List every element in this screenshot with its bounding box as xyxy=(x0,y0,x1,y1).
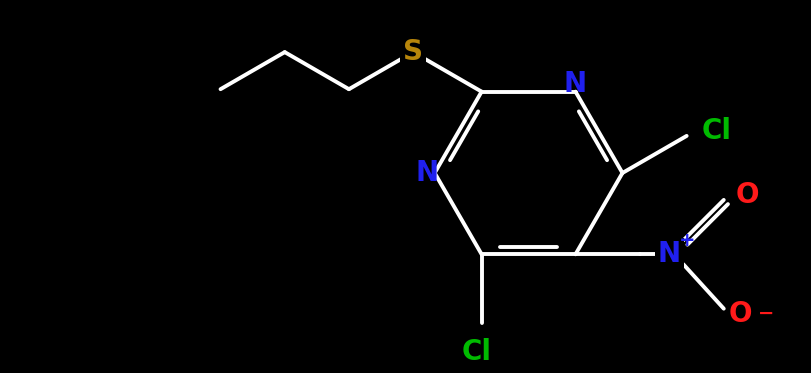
Text: Cl: Cl xyxy=(461,338,491,366)
Text: S: S xyxy=(402,38,423,66)
Text: +: + xyxy=(678,231,694,250)
Text: N: N xyxy=(564,70,586,98)
Text: −: − xyxy=(757,304,774,323)
Text: N: N xyxy=(657,240,680,268)
Text: O: O xyxy=(727,300,751,327)
Text: N: N xyxy=(414,159,438,187)
Text: O: O xyxy=(735,181,758,209)
Text: Cl: Cl xyxy=(701,117,731,145)
